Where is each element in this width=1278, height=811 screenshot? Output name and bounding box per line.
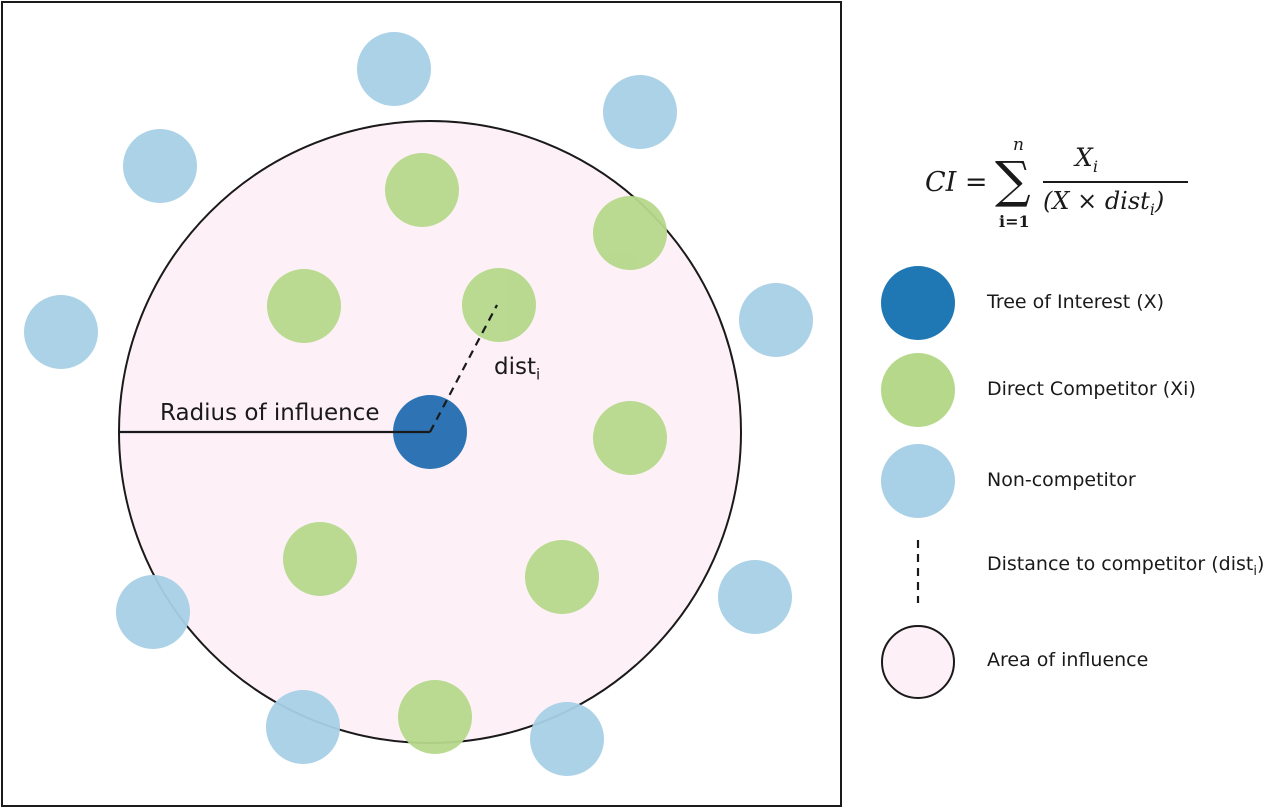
- direct-competitor-tree: [462, 268, 536, 342]
- non-competitor-tree: [116, 575, 190, 649]
- formula-sum-upper: n: [1013, 135, 1024, 155]
- non-competitor-tree: [266, 690, 340, 764]
- non-competitor-tree: [718, 560, 792, 634]
- legend-non-competitor-label: Non-competitor: [987, 469, 1136, 491]
- legend-distance-sub: i: [1253, 563, 1257, 579]
- direct-competitor-tree: [385, 153, 459, 227]
- formula-sum-lower: i=1: [999, 212, 1030, 231]
- direct-competitor-tree: [398, 680, 472, 754]
- legend-direct-competitor-swatch: [881, 353, 955, 427]
- distance-dashed-line: [429, 304, 498, 433]
- legend-tree-of-interest-swatch: [881, 266, 955, 340]
- direct-competitor-tree: [283, 522, 357, 596]
- legend-direct-competitor-label: Direct Competitor (Xi): [987, 378, 1196, 400]
- non-competitors: [24, 32, 813, 776]
- dist-label-sub: i: [536, 365, 541, 384]
- non-competitor-tree: [24, 295, 98, 369]
- diagram-frame: [1, 1, 842, 807]
- radius-label: Radius of influence: [160, 400, 380, 426]
- legend-area-label: Area of influence: [987, 649, 1149, 671]
- non-competitor-tree: [530, 702, 604, 776]
- legend-tree-of-interest-label: Tree of Interest (X): [987, 291, 1165, 313]
- formula-numerator-text: X: [1075, 143, 1093, 172]
- legend-distance-close: ): [1256, 553, 1265, 575]
- formula-denominator: (X × disti): [1043, 187, 1164, 219]
- dist-label: disti: [494, 354, 540, 384]
- formula-denominator-text: (X × dist: [1043, 187, 1150, 215]
- formula-numerator: Xi: [1075, 143, 1098, 176]
- dist-label-text: dist: [494, 354, 536, 380]
- legend-distance-label: Distance to competitor (disti): [987, 553, 1264, 579]
- formula-denominator-sub: i: [1149, 200, 1155, 219]
- direct-competitors: [267, 153, 667, 754]
- non-competitor-tree: [123, 129, 197, 203]
- ci-formula: CI = n ∑ i=1 Xi (X × disti): [925, 135, 1195, 235]
- legend-area-swatch: [881, 625, 955, 699]
- sigma-icon: ∑: [995, 151, 1031, 209]
- non-competitor-tree: [603, 75, 677, 149]
- direct-competitor-tree: [525, 540, 599, 614]
- non-competitor-tree: [357, 32, 431, 106]
- direct-competitor-tree: [267, 269, 341, 343]
- direct-competitor-tree: [593, 196, 667, 270]
- formula-fraction-bar: [1043, 181, 1188, 183]
- formula-lhs: CI =: [925, 167, 988, 198]
- formula-numerator-sub: i: [1092, 157, 1099, 176]
- direct-competitor-tree: [593, 401, 667, 475]
- legend-non-competitor-swatch: [881, 444, 955, 518]
- formula-denominator-close: ): [1154, 187, 1165, 215]
- non-competitor-tree: [739, 283, 813, 357]
- legend-distance-text: Distance to competitor (dist: [987, 553, 1254, 575]
